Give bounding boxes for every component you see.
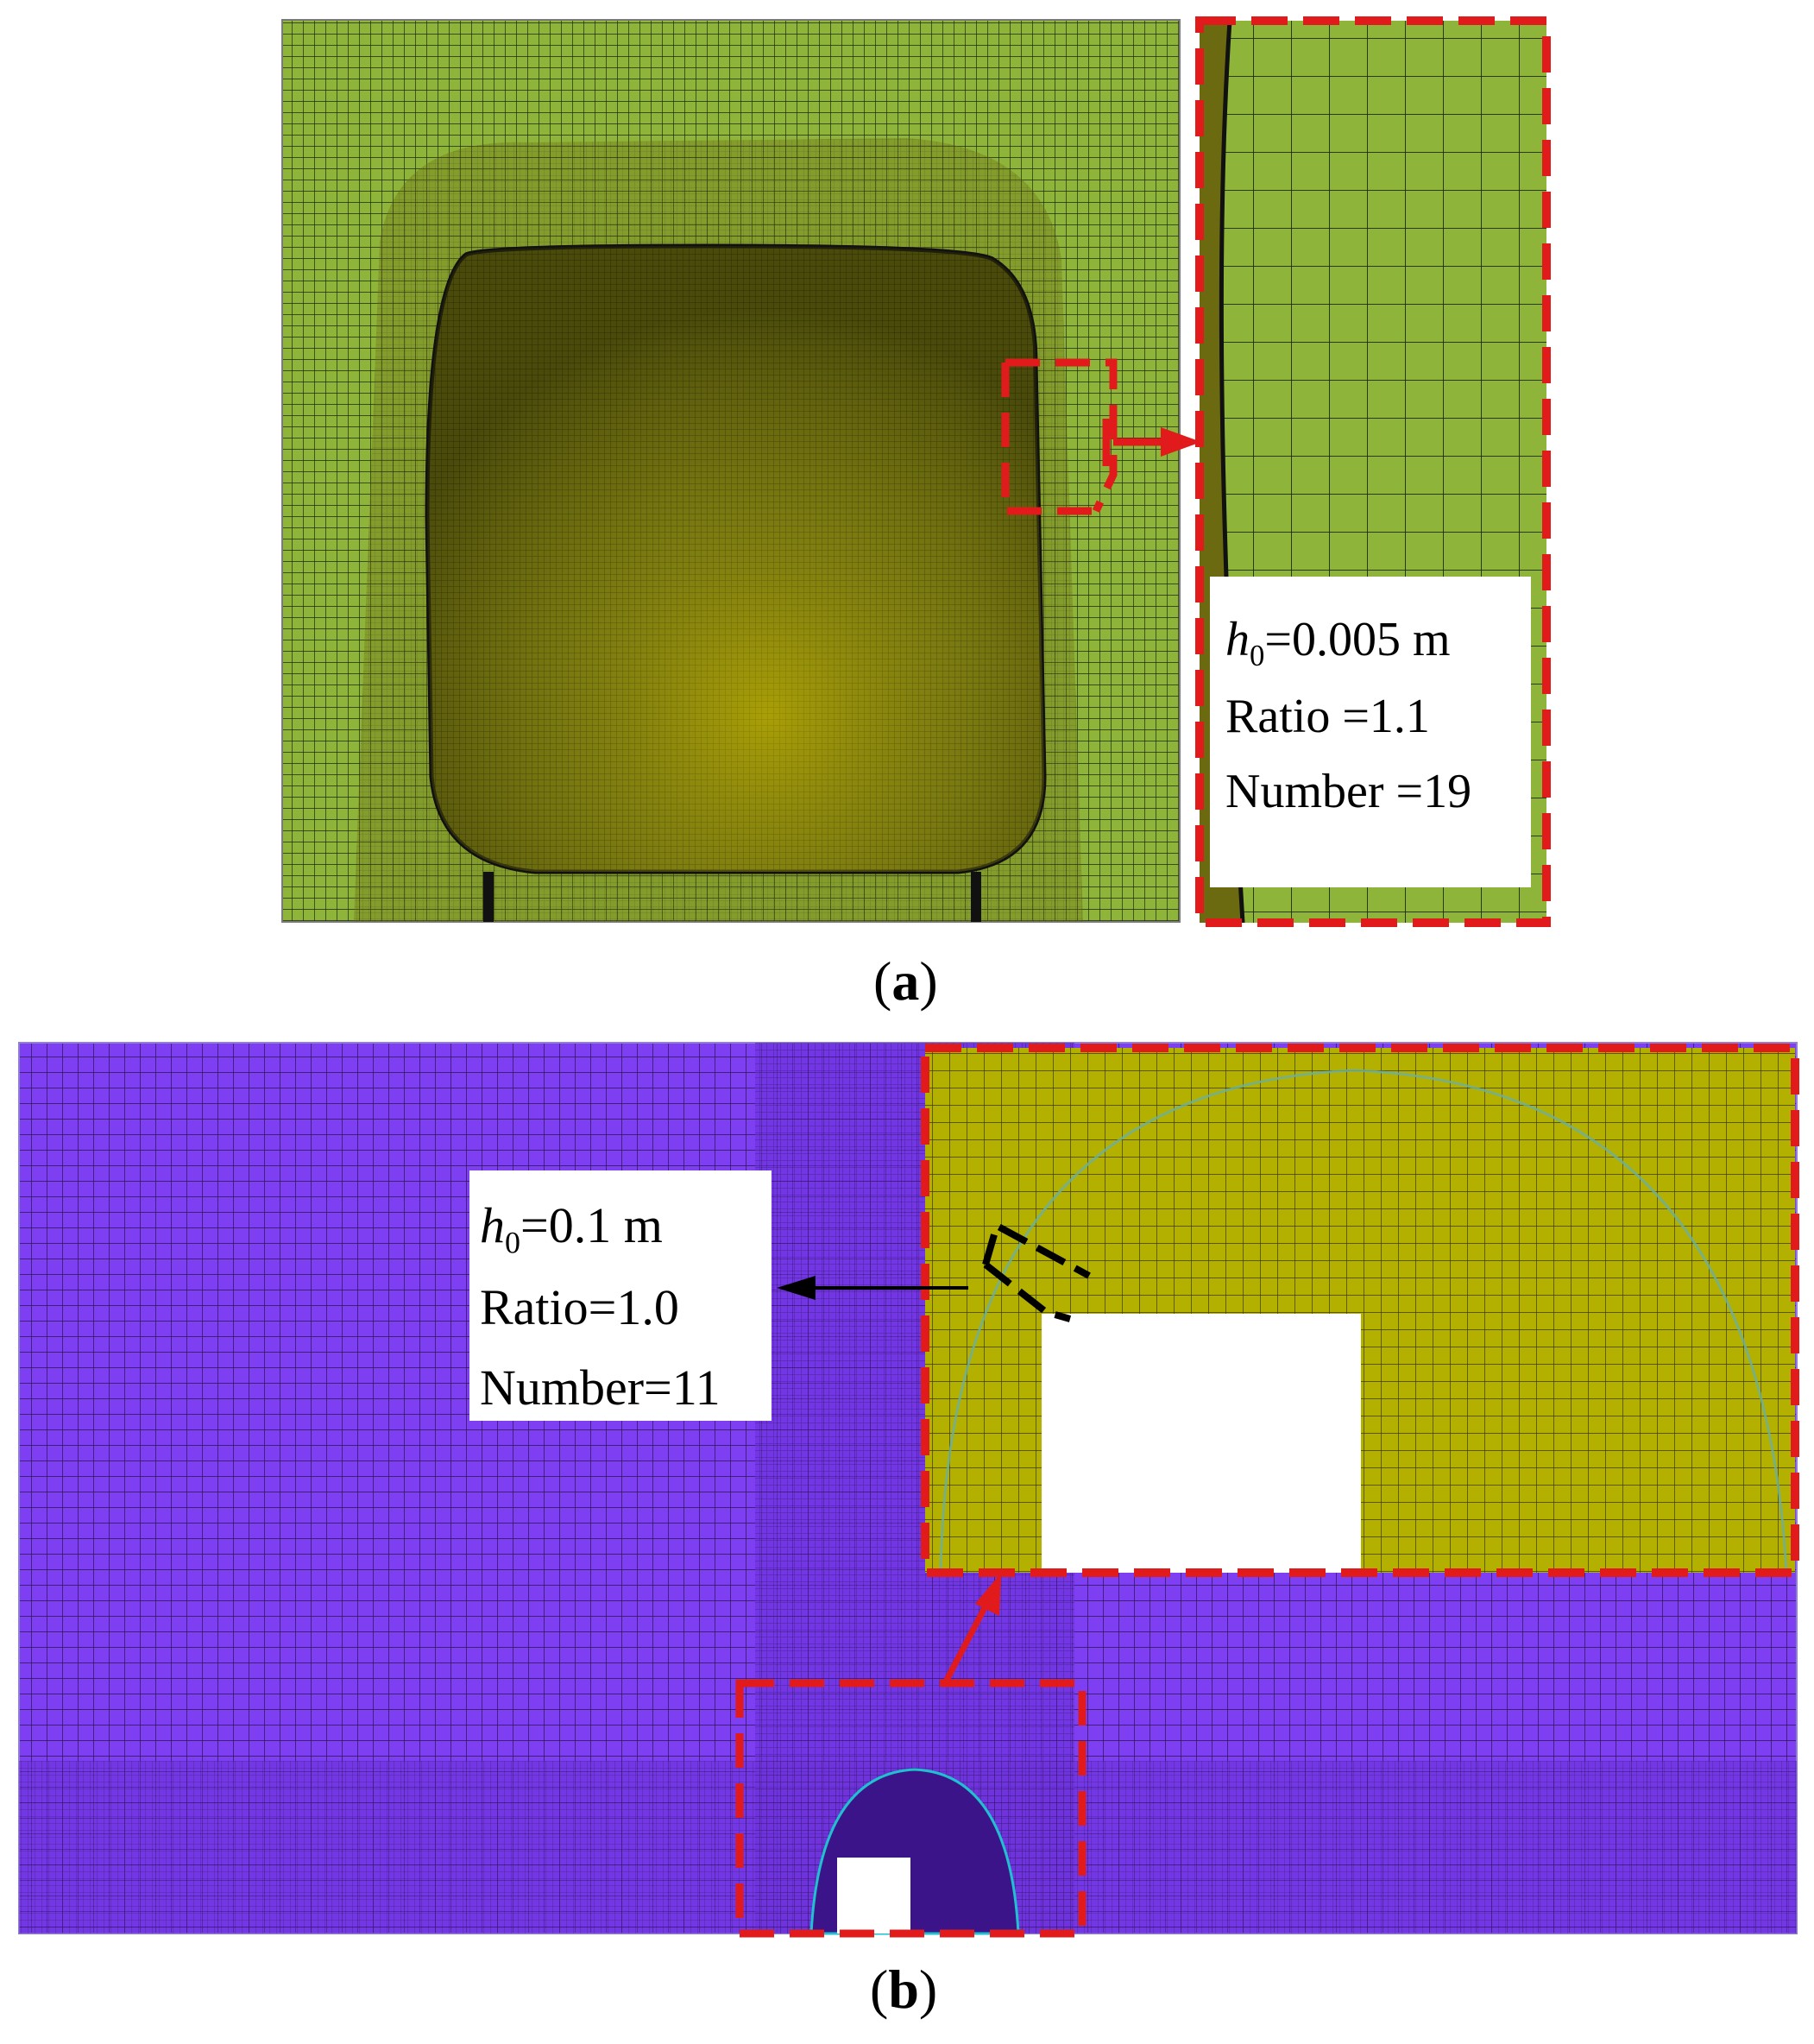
panel-b-caption: (b) <box>870 1959 938 2020</box>
panel-b-train-box <box>837 1858 910 1934</box>
panel-a-body-shade <box>427 246 1044 872</box>
panel-a-leg-left <box>483 872 494 922</box>
panel-b-zoom-train <box>1042 1314 1361 1573</box>
panel-b-zoom-inset <box>777 1044 1799 1577</box>
panel-a-mesh <box>281 19 1201 923</box>
panel-b-arrowhead <box>975 1573 1001 1616</box>
panel-a-arrowhead <box>1161 427 1201 457</box>
panel-b-highlight-box <box>735 1679 1087 1938</box>
panel-b-parameter-box: h0=0.1 m Ratio=1.0 Number=11 <box>469 1170 772 1421</box>
panel-a-leg-right <box>971 872 981 922</box>
panel-a-h0-line: h0=0.005 m <box>1225 613 1451 673</box>
panel-b-callout-arrowhead <box>777 1276 816 1300</box>
panel-b-arrow-shaft <box>942 1599 992 1685</box>
panel-a-number-line: Number =19 <box>1225 764 1472 818</box>
panel-b-callout-box <box>982 1221 1091 1322</box>
panel-b-caption-letter: b <box>888 1959 919 2020</box>
panel-a-caption: (a) <box>873 950 938 1012</box>
panel-b-zoom-frame <box>921 1044 1799 1577</box>
panel-a-highlight-box <box>1001 358 1118 515</box>
panel-b-zoom-arc <box>939 1069 1788 1574</box>
panel-a-parameter-box: h0=0.005 m Ratio =1.1 Number =19 <box>1210 577 1531 887</box>
panel-b-h0-line: h0=0.1 m <box>480 1197 663 1260</box>
panel-a-caption-letter: a <box>891 950 920 1012</box>
panel-a-zoom-frame <box>1195 16 1551 927</box>
panel-b-number-line: Number=11 <box>480 1359 721 1416</box>
panel-b-ratio-line: Ratio=1.0 <box>480 1279 679 1336</box>
panel-a-ratio-line: Ratio =1.1 <box>1225 689 1430 743</box>
